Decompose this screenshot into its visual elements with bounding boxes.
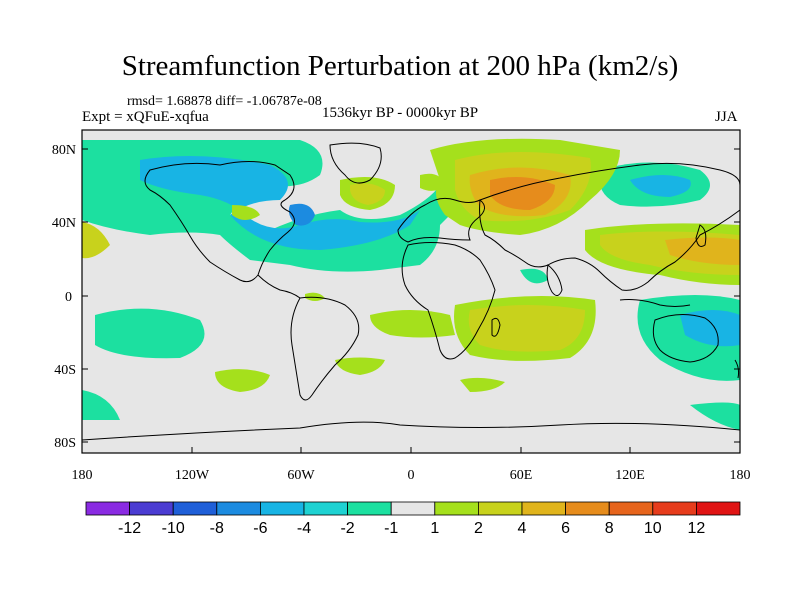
colorbar-swatch-3 (216, 501, 261, 516)
field-cyan-labrador (288, 203, 315, 226)
coast-europe (397, 197, 485, 243)
lon-tick-marks (81, 447, 741, 453)
colorbar-swatch-4 (259, 501, 305, 516)
coast-australia (652, 314, 719, 363)
colorbar-swatch-9 (477, 501, 523, 516)
colorbar-swatch-10 (521, 501, 566, 516)
lon-label-180e: 180 (730, 468, 751, 483)
lon-label-60w: 60W (287, 468, 315, 483)
field-yellow-indian (468, 305, 585, 352)
lon-label-120e: 120E (615, 468, 645, 483)
colorbar-label-12: 10 (644, 520, 662, 537)
colorbar-swatch-6 (347, 501, 392, 516)
field-pos-labrador-sea (420, 173, 445, 191)
lat-label-80s: 80S (54, 436, 76, 451)
streamfunction-field (82, 138, 740, 430)
colorbar-swatch-13 (652, 501, 697, 516)
field-cyan-south-indian (680, 310, 740, 347)
colorbar-label-4: -4 (297, 520, 311, 537)
field-pos-nw-pacific (305, 292, 325, 301)
coast-asia (479, 162, 740, 291)
colorbar-label-0: -12 (118, 520, 141, 537)
field-neg-africa-west (520, 268, 548, 284)
coast-africa (401, 242, 496, 360)
colorbar-label-5: -2 (340, 520, 354, 537)
coast-central-america (257, 274, 301, 299)
colorbar-swatch-5 (303, 501, 348, 516)
colorbar-swatch-14 (696, 501, 741, 516)
lat-label-0: 0 (65, 290, 72, 305)
stats-text: rmsd= 1.68878 diff= -1.06787e-08 (127, 94, 322, 109)
colorbar-label-9: 4 (518, 520, 527, 537)
colorbar-label-8: 2 (474, 520, 483, 537)
coast-india (546, 264, 563, 296)
lat-tick-marks (82, 148, 740, 443)
coast-madagascar (491, 317, 501, 337)
colorbar-label-7: 1 (430, 520, 439, 537)
colorbar-label-10: 6 (561, 520, 570, 537)
colorbar-label-1: -10 (162, 520, 185, 537)
lon-label-120w: 120W (175, 468, 210, 483)
coast-antarctica (82, 421, 740, 441)
colorbar-label-3: -6 (253, 520, 267, 537)
lon-label-60e: 60E (510, 468, 533, 483)
colorbar: -12 -10 -8 -6 -4 -2 -1 1 2 4 6 8 10 12 (85, 501, 741, 537)
field-gold-west-pacific (665, 237, 740, 265)
field-cyan-north-atlantic (140, 156, 420, 250)
coast-greenland (329, 142, 382, 184)
coast-indonesia (619, 299, 691, 307)
field-cyan-asia (630, 175, 691, 197)
colorbar-label-2: -8 (210, 520, 224, 537)
lat-label-80n: 80N (52, 143, 76, 158)
field-pos-east-pacific (82, 222, 110, 259)
coast-south-america (290, 296, 360, 401)
field-neg-antarctic-east (690, 402, 740, 430)
colorbar-swatch-12 (608, 501, 654, 516)
colorbar-label-13: 12 (688, 520, 706, 537)
colorbar-swatch-1 (129, 501, 174, 516)
coast-north-america (144, 161, 295, 283)
colorbar-swatch-11 (565, 501, 610, 516)
colorbar-swatch-2 (172, 501, 218, 516)
lat-label-40s: 40S (54, 363, 76, 378)
field-pos-south-pacific-west (215, 369, 270, 392)
season-label: JJA (715, 109, 738, 125)
colorbar-swatch-7 (390, 501, 436, 516)
coast-japan (695, 224, 707, 247)
field-pos-gulf (232, 205, 260, 220)
field-neg-south-edge (82, 390, 120, 420)
lon-label-180w: 180 (72, 468, 93, 483)
field-pos-far-south (460, 377, 505, 392)
field-neg-south-pacific (95, 308, 205, 359)
lon-label-0: 0 (408, 468, 415, 483)
field-pos-south-pacific (335, 357, 385, 375)
colorbar-swatch-0 (85, 501, 130, 516)
colorbar-label-6: -1 (384, 520, 398, 537)
field-pos-south-atlantic (370, 310, 455, 338)
colorbar-swatch-8 (434, 501, 479, 516)
field-yellow-atlantic (350, 183, 385, 205)
experiment-label: Expt = xQFuE-xqfua (82, 109, 209, 125)
lat-label-40n: 40N (52, 216, 76, 231)
period-label: 1536kyr BP - 0000kyr BP (322, 105, 479, 121)
field-orange-eurasia (490, 176, 555, 210)
colorbar-label-11: 8 (605, 520, 614, 537)
coastlines (82, 142, 740, 441)
map-title: Streamfunction Perturbation at 200 hPa (… (121, 50, 679, 82)
